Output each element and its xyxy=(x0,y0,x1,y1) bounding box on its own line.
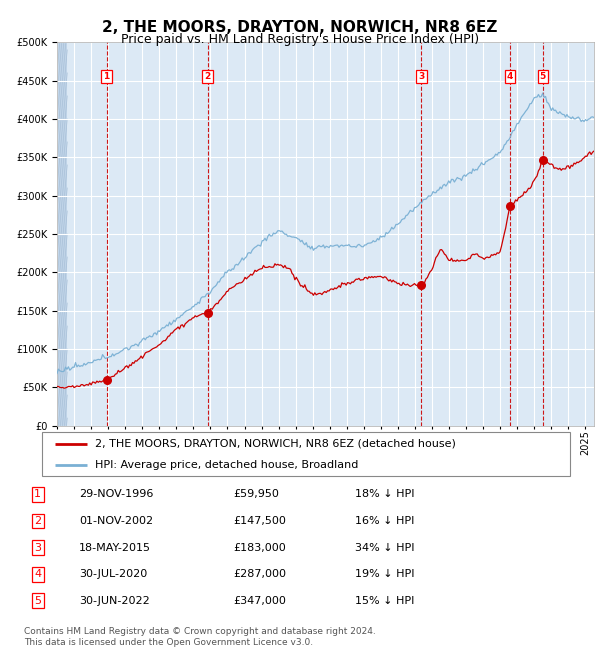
Text: 19% ↓ HPI: 19% ↓ HPI xyxy=(355,569,415,579)
Text: Contains HM Land Registry data © Crown copyright and database right 2024.
This d: Contains HM Land Registry data © Crown c… xyxy=(24,627,376,647)
Text: £147,500: £147,500 xyxy=(234,516,287,526)
Text: 29-NOV-1996: 29-NOV-1996 xyxy=(79,489,154,499)
Text: 16% ↓ HPI: 16% ↓ HPI xyxy=(355,516,415,526)
Text: 18-MAY-2015: 18-MAY-2015 xyxy=(79,543,151,552)
Text: £287,000: £287,000 xyxy=(234,569,287,579)
FancyBboxPatch shape xyxy=(42,432,570,476)
Text: £59,950: £59,950 xyxy=(234,489,280,499)
Text: 5: 5 xyxy=(34,596,41,606)
Bar xyxy=(57,42,67,426)
Text: 4: 4 xyxy=(34,569,41,579)
Text: 3: 3 xyxy=(418,72,425,81)
Text: 3: 3 xyxy=(34,543,41,552)
Text: £347,000: £347,000 xyxy=(234,596,287,606)
Text: 18% ↓ HPI: 18% ↓ HPI xyxy=(355,489,415,499)
Text: 2: 2 xyxy=(34,516,41,526)
Text: 34% ↓ HPI: 34% ↓ HPI xyxy=(355,543,415,552)
Text: 4: 4 xyxy=(507,72,514,81)
Text: 1: 1 xyxy=(103,72,110,81)
Text: 30-JUN-2022: 30-JUN-2022 xyxy=(79,596,150,606)
Text: 15% ↓ HPI: 15% ↓ HPI xyxy=(355,596,415,606)
Text: Price paid vs. HM Land Registry's House Price Index (HPI): Price paid vs. HM Land Registry's House … xyxy=(121,32,479,46)
Text: 30-JUL-2020: 30-JUL-2020 xyxy=(79,569,148,579)
Text: HPI: Average price, detached house, Broadland: HPI: Average price, detached house, Broa… xyxy=(95,460,358,470)
Text: 01-NOV-2002: 01-NOV-2002 xyxy=(79,516,154,526)
Text: 5: 5 xyxy=(539,72,546,81)
Text: 2, THE MOORS, DRAYTON, NORWICH, NR8 6EZ: 2, THE MOORS, DRAYTON, NORWICH, NR8 6EZ xyxy=(103,20,497,34)
Text: 1: 1 xyxy=(34,489,41,499)
Text: £183,000: £183,000 xyxy=(234,543,287,552)
Text: 2: 2 xyxy=(205,72,211,81)
Text: 2, THE MOORS, DRAYTON, NORWICH, NR8 6EZ (detached house): 2, THE MOORS, DRAYTON, NORWICH, NR8 6EZ … xyxy=(95,439,455,449)
